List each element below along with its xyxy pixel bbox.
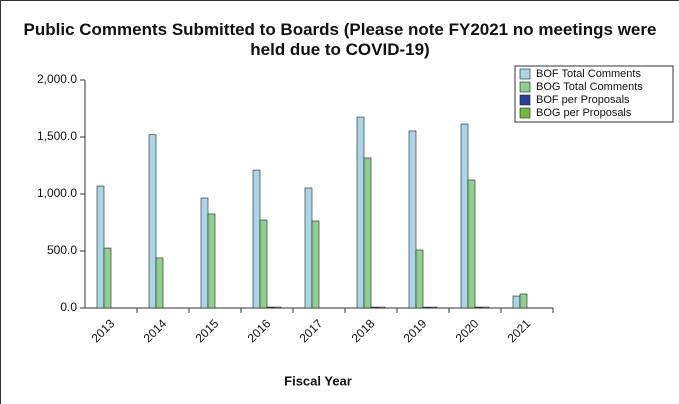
- legend-label: BOG Total Comments: [536, 81, 643, 93]
- x-tick-label: 2020: [453, 316, 482, 345]
- y-tick-label: 1,500.0: [37, 129, 77, 143]
- bar: [474, 306, 483, 309]
- bar: [481, 306, 490, 309]
- chart-title: Public Comments Submitted to Boards (Ple…: [23, 20, 657, 59]
- y-tick-label: 1,000.0: [37, 186, 77, 200]
- legend-box: [514, 65, 674, 123]
- bar: [363, 157, 372, 309]
- bar: [311, 220, 320, 309]
- bar: [207, 213, 216, 309]
- y-tick-label: 500.0: [47, 243, 77, 257]
- bar: [460, 123, 469, 309]
- x-tick-label: 2021: [505, 316, 534, 345]
- bar: [429, 306, 438, 309]
- bar: [304, 187, 313, 309]
- y-tick-label: 2,000.0: [37, 72, 77, 86]
- y-tick-label: 0.0: [60, 300, 77, 314]
- legend-label: BOF Total Comments: [536, 68, 641, 80]
- x-tick-label: 2018: [349, 316, 378, 345]
- legend-label: BOF per Proposals: [536, 94, 630, 106]
- bar: [467, 179, 476, 309]
- bar: [415, 249, 424, 309]
- x-tick-label: 2017: [297, 316, 326, 345]
- bar: [155, 257, 164, 309]
- bar: [148, 134, 157, 309]
- bar: [266, 306, 275, 309]
- bar: [103, 247, 112, 309]
- bar: [96, 185, 105, 309]
- x-tick-label: 2019: [401, 316, 430, 345]
- bar: [512, 295, 521, 309]
- legend-swatch: [519, 107, 531, 119]
- bar: [408, 130, 417, 309]
- legend-label: BOG per Proposals: [536, 107, 632, 119]
- bar: [370, 306, 379, 309]
- x-tick-label: 2016: [245, 316, 274, 345]
- x-tick-label: 2013: [89, 316, 118, 345]
- legend-swatch: [519, 94, 531, 106]
- bar: [259, 219, 268, 309]
- bar: [422, 306, 431, 309]
- bar: [200, 197, 209, 309]
- legend-swatch: [519, 68, 531, 80]
- legend-swatch: [519, 81, 531, 93]
- bar: [273, 306, 282, 309]
- bar: [377, 306, 386, 309]
- x-tick-label: 2015: [193, 316, 222, 345]
- x-tick-label: 2014: [141, 316, 170, 345]
- x-axis-label: Fiscal Year: [284, 373, 352, 388]
- bar: [519, 293, 528, 309]
- bar: [252, 169, 261, 309]
- bar: [356, 116, 365, 309]
